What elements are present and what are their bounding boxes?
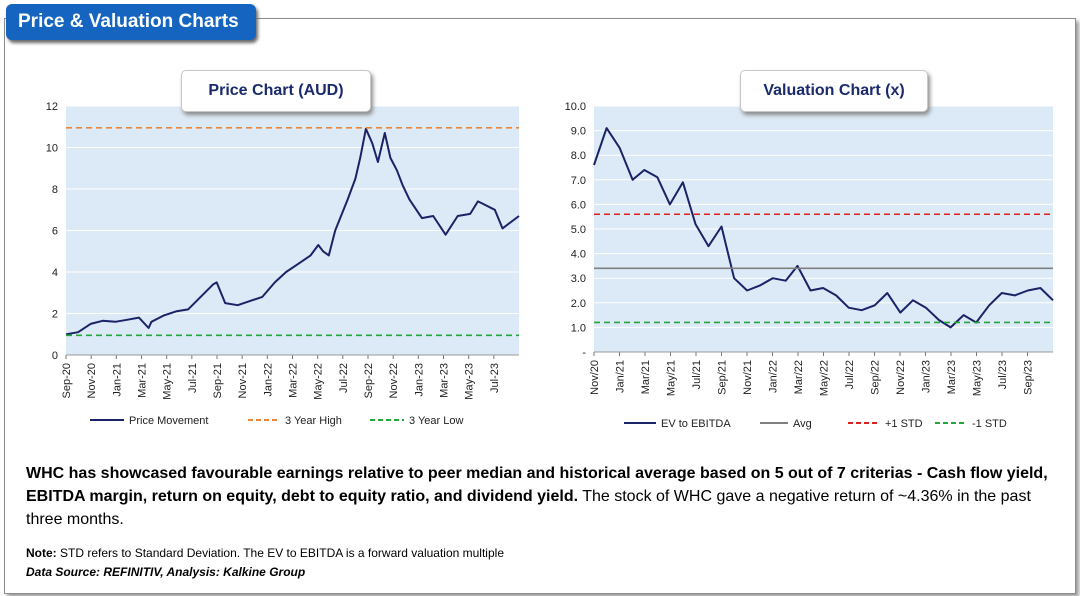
valuation-y-tick-label: -	[582, 347, 586, 359]
price-x-tick-label: Jan-22	[262, 363, 274, 397]
summary-text: WHC has showcased favourable earnings re…	[26, 462, 1071, 531]
valuation-chart-title: Valuation Chart (x)	[740, 70, 928, 112]
price-x-tick-label: Sep-20	[61, 363, 73, 398]
valuation-y-tick-label: 9.0	[571, 126, 586, 138]
price-x-tick-label: Sep-22	[363, 363, 375, 398]
valuation-legend-label-1-std: -1 STD	[972, 418, 1007, 430]
valuation-x-tick-label: Jul/22	[844, 360, 856, 389]
valuation-y-tick-label: 3.0	[571, 273, 586, 285]
price-x-tick-label: May-22	[313, 363, 325, 400]
price-y-tick-label: 6	[52, 226, 58, 238]
valuation-x-tick-label: Sep/23	[1023, 360, 1035, 395]
section-header: Price & Valuation Charts	[6, 4, 256, 40]
price-x-tick-label: Jul-23	[489, 363, 501, 393]
price-legend-label-3-year-high: 3 Year High	[285, 415, 342, 427]
valuation-x-tick-label: Jul/23	[997, 360, 1009, 389]
price-x-tick-label: Nov-22	[388, 363, 400, 398]
valuation-y-tick-label: 7.0	[571, 175, 586, 187]
price-x-tick-label: Sep-21	[212, 363, 224, 398]
price-x-tick-label: Mar-23	[439, 363, 451, 398]
valuation-y-tick-label: 2.0	[571, 298, 586, 310]
valuation-y-tick-label: 5.0	[571, 224, 586, 236]
valuation-x-tick-label: Nov/20	[589, 360, 601, 395]
price-x-tick-label: May-21	[162, 363, 174, 400]
valuation-x-tick-label: Nov/21	[742, 360, 754, 395]
valuation-x-tick-label: Mar/23	[946, 360, 958, 394]
price-y-tick-label: 12	[46, 101, 58, 113]
valuation-y-tick-label: 8.0	[571, 150, 586, 162]
valuation-x-tick-label: Mar/21	[640, 360, 652, 394]
price-y-tick-label: 0	[52, 350, 58, 362]
valuation-x-tick-label: Mar/22	[793, 360, 805, 394]
note-body: STD refers to Standard Deviation. The EV…	[56, 546, 504, 560]
valuation-x-tick-label: May/23	[972, 360, 984, 396]
note-label: Note:	[26, 546, 57, 560]
price-chart-title: Price Chart (AUD)	[181, 70, 371, 112]
price-x-tick-label: Jul-22	[338, 363, 350, 393]
price-legend-label-3-year-low: 3 Year Low	[409, 415, 463, 427]
valuation-y-tick-label: 4.0	[571, 249, 586, 261]
valuation-y-tick-label: 10.0	[565, 101, 586, 113]
valuation-legend-label-avg: Avg	[793, 418, 812, 430]
price-x-tick-label: Nov-20	[86, 363, 98, 398]
summary-bold: WHC has showcased favourable earnings re…	[26, 465, 1048, 505]
valuation-x-tick-label: Sep/22	[870, 360, 882, 395]
valuation-y-tick-label: 1.0	[571, 322, 586, 334]
price-legend-label-price-movement: Price Movement	[129, 415, 208, 427]
valuation-x-tick-label: May/22	[819, 360, 831, 396]
price-x-tick-label: Jan-23	[413, 363, 425, 397]
valuation-x-tick-label: Jan/23	[921, 360, 933, 393]
price-y-tick-label: 8	[52, 184, 58, 196]
valuation-x-tick-label: Nov/22	[895, 360, 907, 395]
note-text: Note: STD refers to Standard Deviation. …	[26, 546, 504, 560]
summary-normal: The stock of WHC gave a negative return …	[26, 488, 1031, 528]
valuation-x-tick-label: Jan/21	[615, 360, 627, 393]
price-x-tick-label: Jan-21	[111, 363, 123, 397]
valuation-x-tick-label: May/21	[666, 360, 678, 396]
valuation-x-tick-label: Jan/22	[768, 360, 780, 393]
price-x-tick-label: May-23	[464, 363, 476, 400]
data-source: Data Source: REFINITIV, Analysis: Kalkin…	[26, 565, 306, 579]
price-x-tick-label: Jul-21	[187, 363, 199, 393]
valuation-legend-label-ev-to-ebitda: EV to EBITDA	[661, 418, 731, 430]
valuation-x-tick-label: Jul/21	[691, 360, 703, 389]
price-series-price-movement	[65, 127, 520, 336]
price-y-tick-label: 10	[46, 143, 58, 155]
price-x-tick-label: Nov-21	[237, 363, 249, 398]
price-y-tick-label: 4	[52, 267, 58, 279]
price-x-tick-label: Mar-21	[137, 363, 149, 398]
valuation-legend-label-1-std: +1 STD	[885, 418, 923, 430]
price-y-tick-label: 2	[52, 309, 58, 321]
valuation-x-tick-label: Sep/21	[717, 360, 729, 395]
price-x-tick-label: Mar-22	[288, 363, 300, 398]
valuation-y-tick-label: 6.0	[571, 199, 586, 211]
